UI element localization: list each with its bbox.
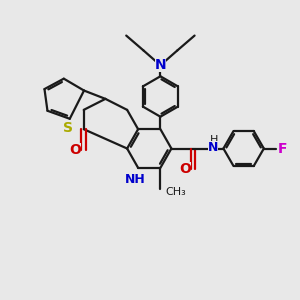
Text: F: F [278,142,287,155]
Text: S: S [63,121,73,135]
Text: O: O [179,162,191,176]
Text: H: H [210,135,218,145]
Text: CH₃: CH₃ [166,187,187,197]
Text: N: N [154,58,166,72]
Text: N: N [208,141,218,154]
Text: NH: NH [125,172,146,186]
Text: O: O [70,143,81,157]
